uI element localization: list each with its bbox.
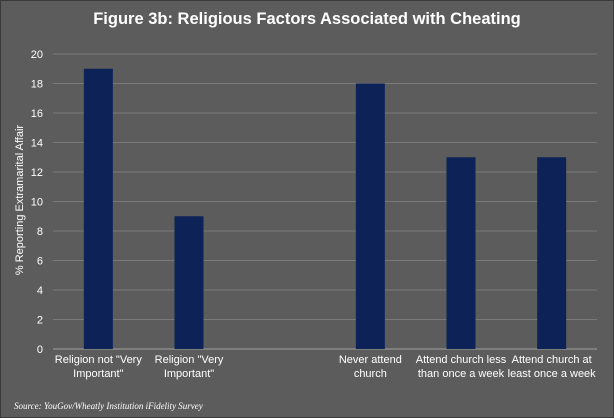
bar (174, 216, 204, 349)
x-tick-label-line: than once a week (418, 368, 505, 380)
y-tick-label: 10 (31, 197, 43, 209)
y-tick-label: 14 (31, 138, 43, 150)
x-tick-label-line: Religion not "Very (55, 354, 143, 366)
x-tick-label: Religion "Very Important" (155, 354, 224, 380)
x-tick-label-line: Attend church at (512, 354, 592, 366)
x-tick-label-line: church (354, 368, 387, 380)
x-tick-label-line: Important" (73, 368, 123, 380)
bar (537, 157, 567, 349)
x-tick-label-line: Important" (164, 368, 214, 380)
y-tick-label: 20 (31, 49, 43, 61)
x-tick-label-line: Never attend (339, 354, 402, 366)
x-tick-label-line: Religion "Very (155, 354, 224, 366)
y-tick-label: 8 (37, 226, 43, 238)
bar (83, 68, 113, 349)
x-tick-label: Attend church less than once a week (416, 354, 507, 380)
source-note: Source: YouGov/Wheatly Institution iFide… (14, 401, 203, 411)
x-tick-label: Attend church at least once a week (508, 354, 597, 380)
y-tick-label: 2 (37, 315, 43, 327)
x-tick-label-line: Attend church less (416, 354, 507, 366)
bar (355, 83, 385, 349)
x-tick-label: Never attend church (339, 354, 402, 380)
y-tick-label: 0 (37, 344, 43, 356)
y-tick-label: 18 (31, 79, 43, 91)
y-tick-label: 4 (37, 285, 43, 297)
x-tick-label: Religion not "Very Important" (55, 354, 143, 380)
bar (446, 157, 476, 349)
y-tick-label: 6 (37, 256, 43, 268)
y-tick-label: 16 (31, 108, 43, 120)
chart-title: Figure 3b: Religious Factors Associated … (93, 10, 521, 28)
y-tick-label: 12 (31, 167, 43, 179)
x-tick-label-line: least once a week (508, 368, 597, 380)
